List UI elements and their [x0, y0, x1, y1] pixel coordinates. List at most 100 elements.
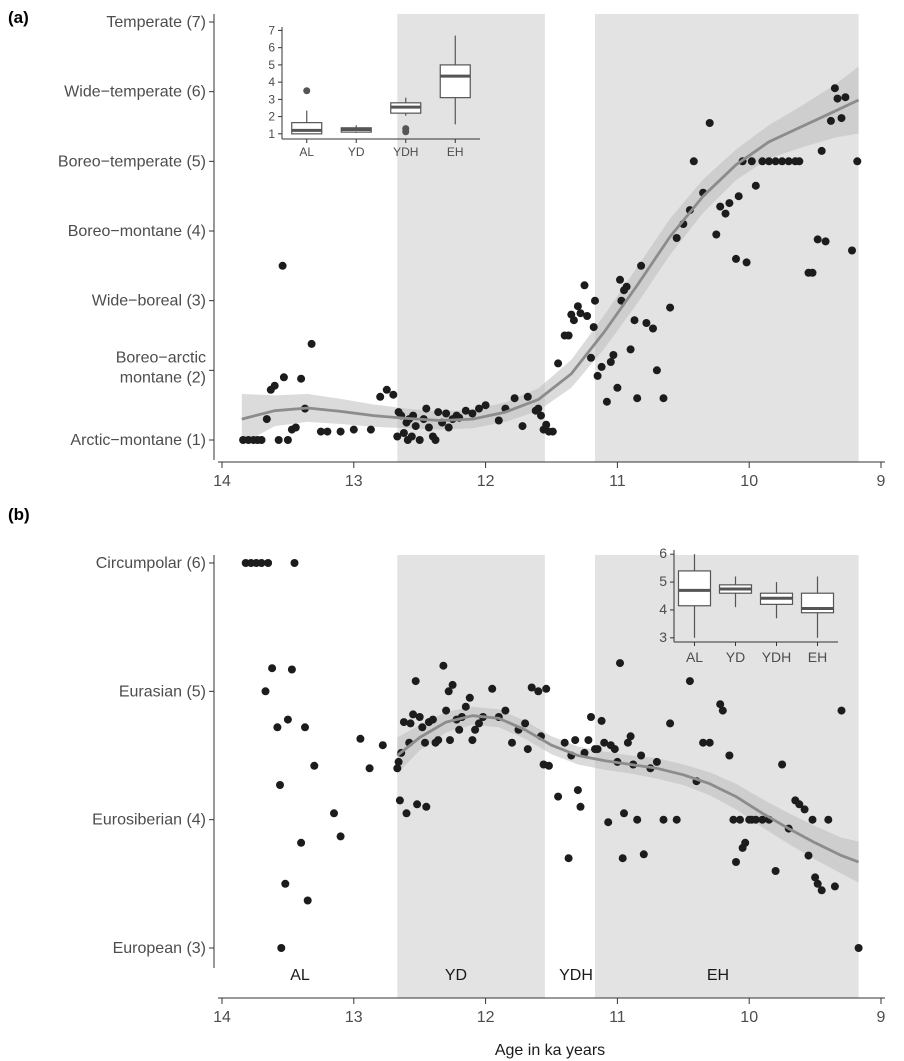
data-point [784, 157, 793, 166]
x-tick-label: 10 [740, 1009, 758, 1026]
x-tick-label: 9 [877, 1009, 886, 1026]
data-point [297, 838, 306, 847]
data-point [537, 411, 545, 420]
data-point [336, 832, 345, 841]
data-point [395, 796, 404, 805]
data-point [431, 436, 440, 444]
data-point [287, 665, 296, 674]
data-point [376, 392, 385, 401]
x-tick-label: 10 [740, 473, 758, 490]
data-point [732, 858, 740, 866]
data-point [580, 281, 589, 290]
data-point [297, 374, 306, 383]
data-point [279, 373, 288, 382]
data-point [826, 116, 835, 125]
data-point [626, 345, 635, 354]
data-point [576, 802, 585, 811]
data-point [424, 423, 433, 432]
data-point [307, 339, 316, 348]
data-point [623, 738, 632, 747]
y-tick-label: Eurasian (5) [119, 683, 206, 700]
data-point [659, 815, 668, 824]
data-point [580, 748, 589, 757]
x-axis-title: Age in ka years [495, 1042, 605, 1059]
x-tick-label: 9 [877, 473, 886, 490]
data-point [771, 867, 780, 875]
data-point [548, 427, 557, 436]
data-point [283, 715, 292, 724]
data-point [584, 736, 593, 745]
y-tick-label: Circumpolar (6) [96, 555, 206, 572]
data-point [751, 181, 760, 190]
data-point [837, 114, 846, 123]
data-point [488, 684, 497, 693]
data-point [446, 736, 454, 745]
data-point [758, 157, 767, 166]
data-point [813, 879, 822, 888]
inset-y-tick-label: 4 [659, 601, 667, 617]
data-point [729, 815, 738, 824]
data-point [604, 818, 613, 827]
data-point [468, 409, 477, 418]
data-point [853, 157, 862, 166]
data-point [734, 192, 743, 201]
data-point [699, 738, 708, 747]
inset-box [677, 570, 712, 607]
data-point [593, 371, 602, 380]
data-point [442, 706, 451, 715]
data-point [523, 392, 532, 401]
data-point [817, 146, 826, 155]
x-tick-label: 14 [213, 1009, 231, 1026]
inset-outlier [402, 125, 410, 133]
panel-b-label: (b) [8, 505, 30, 524]
y-tick-label: Boreo−arctic montane (2) [116, 349, 206, 386]
data-point [609, 351, 618, 359]
data-point [652, 366, 661, 375]
data-point [399, 429, 408, 437]
data-point [257, 436, 266, 444]
data-point [394, 757, 403, 766]
panel-b: European (3) Eurosiberian (4) Eurasian (5)… [8, 505, 886, 1026]
y-tick-label: Boreo−montane (4) [68, 223, 206, 240]
data-point [560, 738, 569, 747]
data-point [481, 401, 490, 410]
y-tick-label: Temperate (7) [106, 14, 206, 31]
x-tick-label: 12 [477, 473, 495, 490]
data-point [591, 296, 599, 305]
data-point [554, 359, 563, 368]
data-point [821, 237, 830, 246]
x-tick-label: 14 [213, 473, 231, 490]
data-point [642, 319, 651, 327]
inset-y-tick-label: 4 [268, 75, 275, 89]
data-point [637, 751, 646, 760]
data-point [442, 409, 451, 418]
shaded-period-0 [397, 14, 545, 462]
data-point [725, 751, 734, 760]
data-point [830, 882, 839, 891]
data-point [290, 559, 299, 567]
period-label-yd: YD [445, 967, 467, 984]
data-point [613, 383, 622, 392]
x-tick-label: 11 [609, 1009, 626, 1026]
data-point [830, 84, 839, 93]
data-point [741, 838, 750, 847]
x-tick-label: 13 [345, 473, 363, 490]
shaded-period-1 [594, 555, 859, 998]
data-point [778, 157, 787, 166]
inset-outlier [303, 87, 311, 95]
data-point [804, 851, 813, 860]
period-label-eh: EH [707, 967, 729, 984]
data-point [270, 381, 279, 390]
data-point [393, 432, 402, 441]
data-point [291, 423, 300, 432]
data-point [542, 684, 551, 693]
inset-category-label: EH [447, 145, 464, 159]
data-point [666, 303, 675, 312]
data-point [475, 404, 483, 413]
data-point [421, 738, 429, 747]
data-point [569, 316, 578, 325]
data-point [542, 420, 551, 429]
data-point [323, 427, 332, 436]
data-point [622, 282, 631, 291]
data-point [685, 677, 694, 686]
